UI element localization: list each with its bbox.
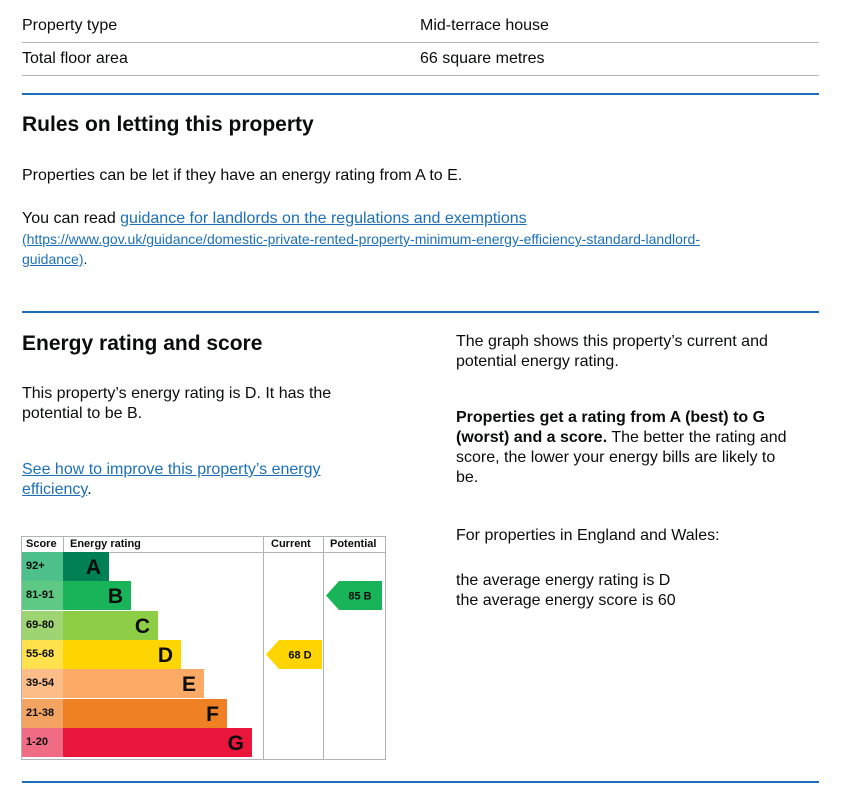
potential-column-divider: [323, 536, 324, 759]
band-bar-b: B: [63, 581, 131, 611]
header-current: Current: [271, 538, 311, 550]
potential-rating-arrow-shape: [326, 581, 382, 611]
band-letter: C: [134, 614, 150, 638]
rating-explanation-rest: The better the rating and score, the low…: [456, 429, 787, 486]
floor-area-label: Total floor area: [22, 50, 128, 67]
guidance-url-line1[interactable]: (https://www.gov.uk/guidance/domestic-pr…: [22, 231, 700, 247]
header-potential: Potential: [330, 538, 377, 550]
band-score-d: 55-68: [22, 639, 63, 669]
floor-area-value: 66 square metres: [420, 50, 545, 67]
guidance-paragraph: You can read guidance for landlords on t…: [22, 209, 812, 269]
improve-paragraph: See how to improve this property’s energ…: [22, 460, 382, 500]
letting-paragraph: Properties can be let if they have an en…: [22, 167, 463, 184]
guidance-url-line2[interactable]: guidance): [22, 251, 84, 267]
energy-rating-chart: Score Energy rating Current Potential 92…: [21, 536, 386, 760]
band-score-b: 81-91: [22, 581, 63, 611]
band-bar-f: F: [63, 698, 227, 728]
section-divider: [22, 311, 819, 313]
band-bar-c: C: [63, 610, 158, 640]
band-letter: B: [107, 585, 123, 609]
band-letter: E: [181, 673, 196, 697]
band-letter: G: [227, 731, 244, 755]
potential-rating-arrow-label: 85 B: [348, 591, 371, 603]
band-score-g: 1-20: [22, 727, 63, 757]
chart-frame: [21, 536, 386, 760]
band-score-e: 39-54: [22, 669, 63, 699]
guidance-link[interactable]: guidance for landlords on the regulation…: [120, 210, 527, 227]
row-divider: [22, 42, 819, 43]
current-column-divider: [263, 536, 264, 759]
header-divider: [63, 536, 64, 552]
property-type-value: Mid-terrace house: [420, 17, 549, 34]
guidance-prefix: You can read: [22, 210, 121, 227]
potential-rating-arrow: 85 B: [326, 581, 382, 611]
rating-explanation-bold: Properties get a rating from A (best) to…: [456, 409, 766, 446]
band-score-f: 21-38: [22, 698, 63, 728]
band-letter: A: [85, 556, 101, 579]
band-bar-e: E: [63, 669, 204, 699]
graph-explanation: The graph shows this property’s current …: [456, 333, 768, 370]
band-score-a: 92+: [22, 552, 63, 581]
current-rating-arrow-label: 68 D: [288, 649, 311, 661]
average-rating-text: the average energy rating is D: [456, 572, 671, 589]
improve-link-line1[interactable]: See how to improve this property’s energ…: [22, 461, 321, 478]
row-divider: [22, 75, 819, 76]
improve-link-line2[interactable]: efficiency: [22, 481, 88, 498]
band-letter: F: [206, 702, 219, 726]
guidance-suffix: .: [83, 251, 88, 267]
average-score-text: the average energy score is 60: [456, 592, 676, 609]
rating-explanation: Properties get a rating from A (best) to…: [456, 408, 801, 488]
section-divider: [22, 93, 819, 95]
england-wales-text: For properties in England and Wales:: [456, 527, 720, 544]
letting-heading: Rules on letting this property: [22, 113, 314, 136]
improve-suffix: .: [87, 481, 92, 498]
current-rating-arrow-shape: [266, 639, 322, 669]
header-energy-rating: Energy rating: [70, 538, 141, 550]
property-type-label: Property type: [22, 17, 118, 34]
band-letter: D: [157, 643, 173, 667]
header-underline: [21, 552, 385, 553]
band-bar-g: G: [63, 727, 252, 757]
header-score: Score: [26, 538, 57, 550]
band-score-c: 69-80: [22, 610, 63, 640]
energy-rating-paragraph: This property’s energy rating is D. It h…: [22, 385, 332, 422]
energy-heading: Energy rating and score: [22, 332, 263, 355]
band-bar-d: D: [63, 639, 181, 669]
band-bar-a: A: [63, 552, 109, 581]
section-divider: [22, 781, 819, 783]
current-rating-arrow: 68 D: [266, 639, 322, 669]
